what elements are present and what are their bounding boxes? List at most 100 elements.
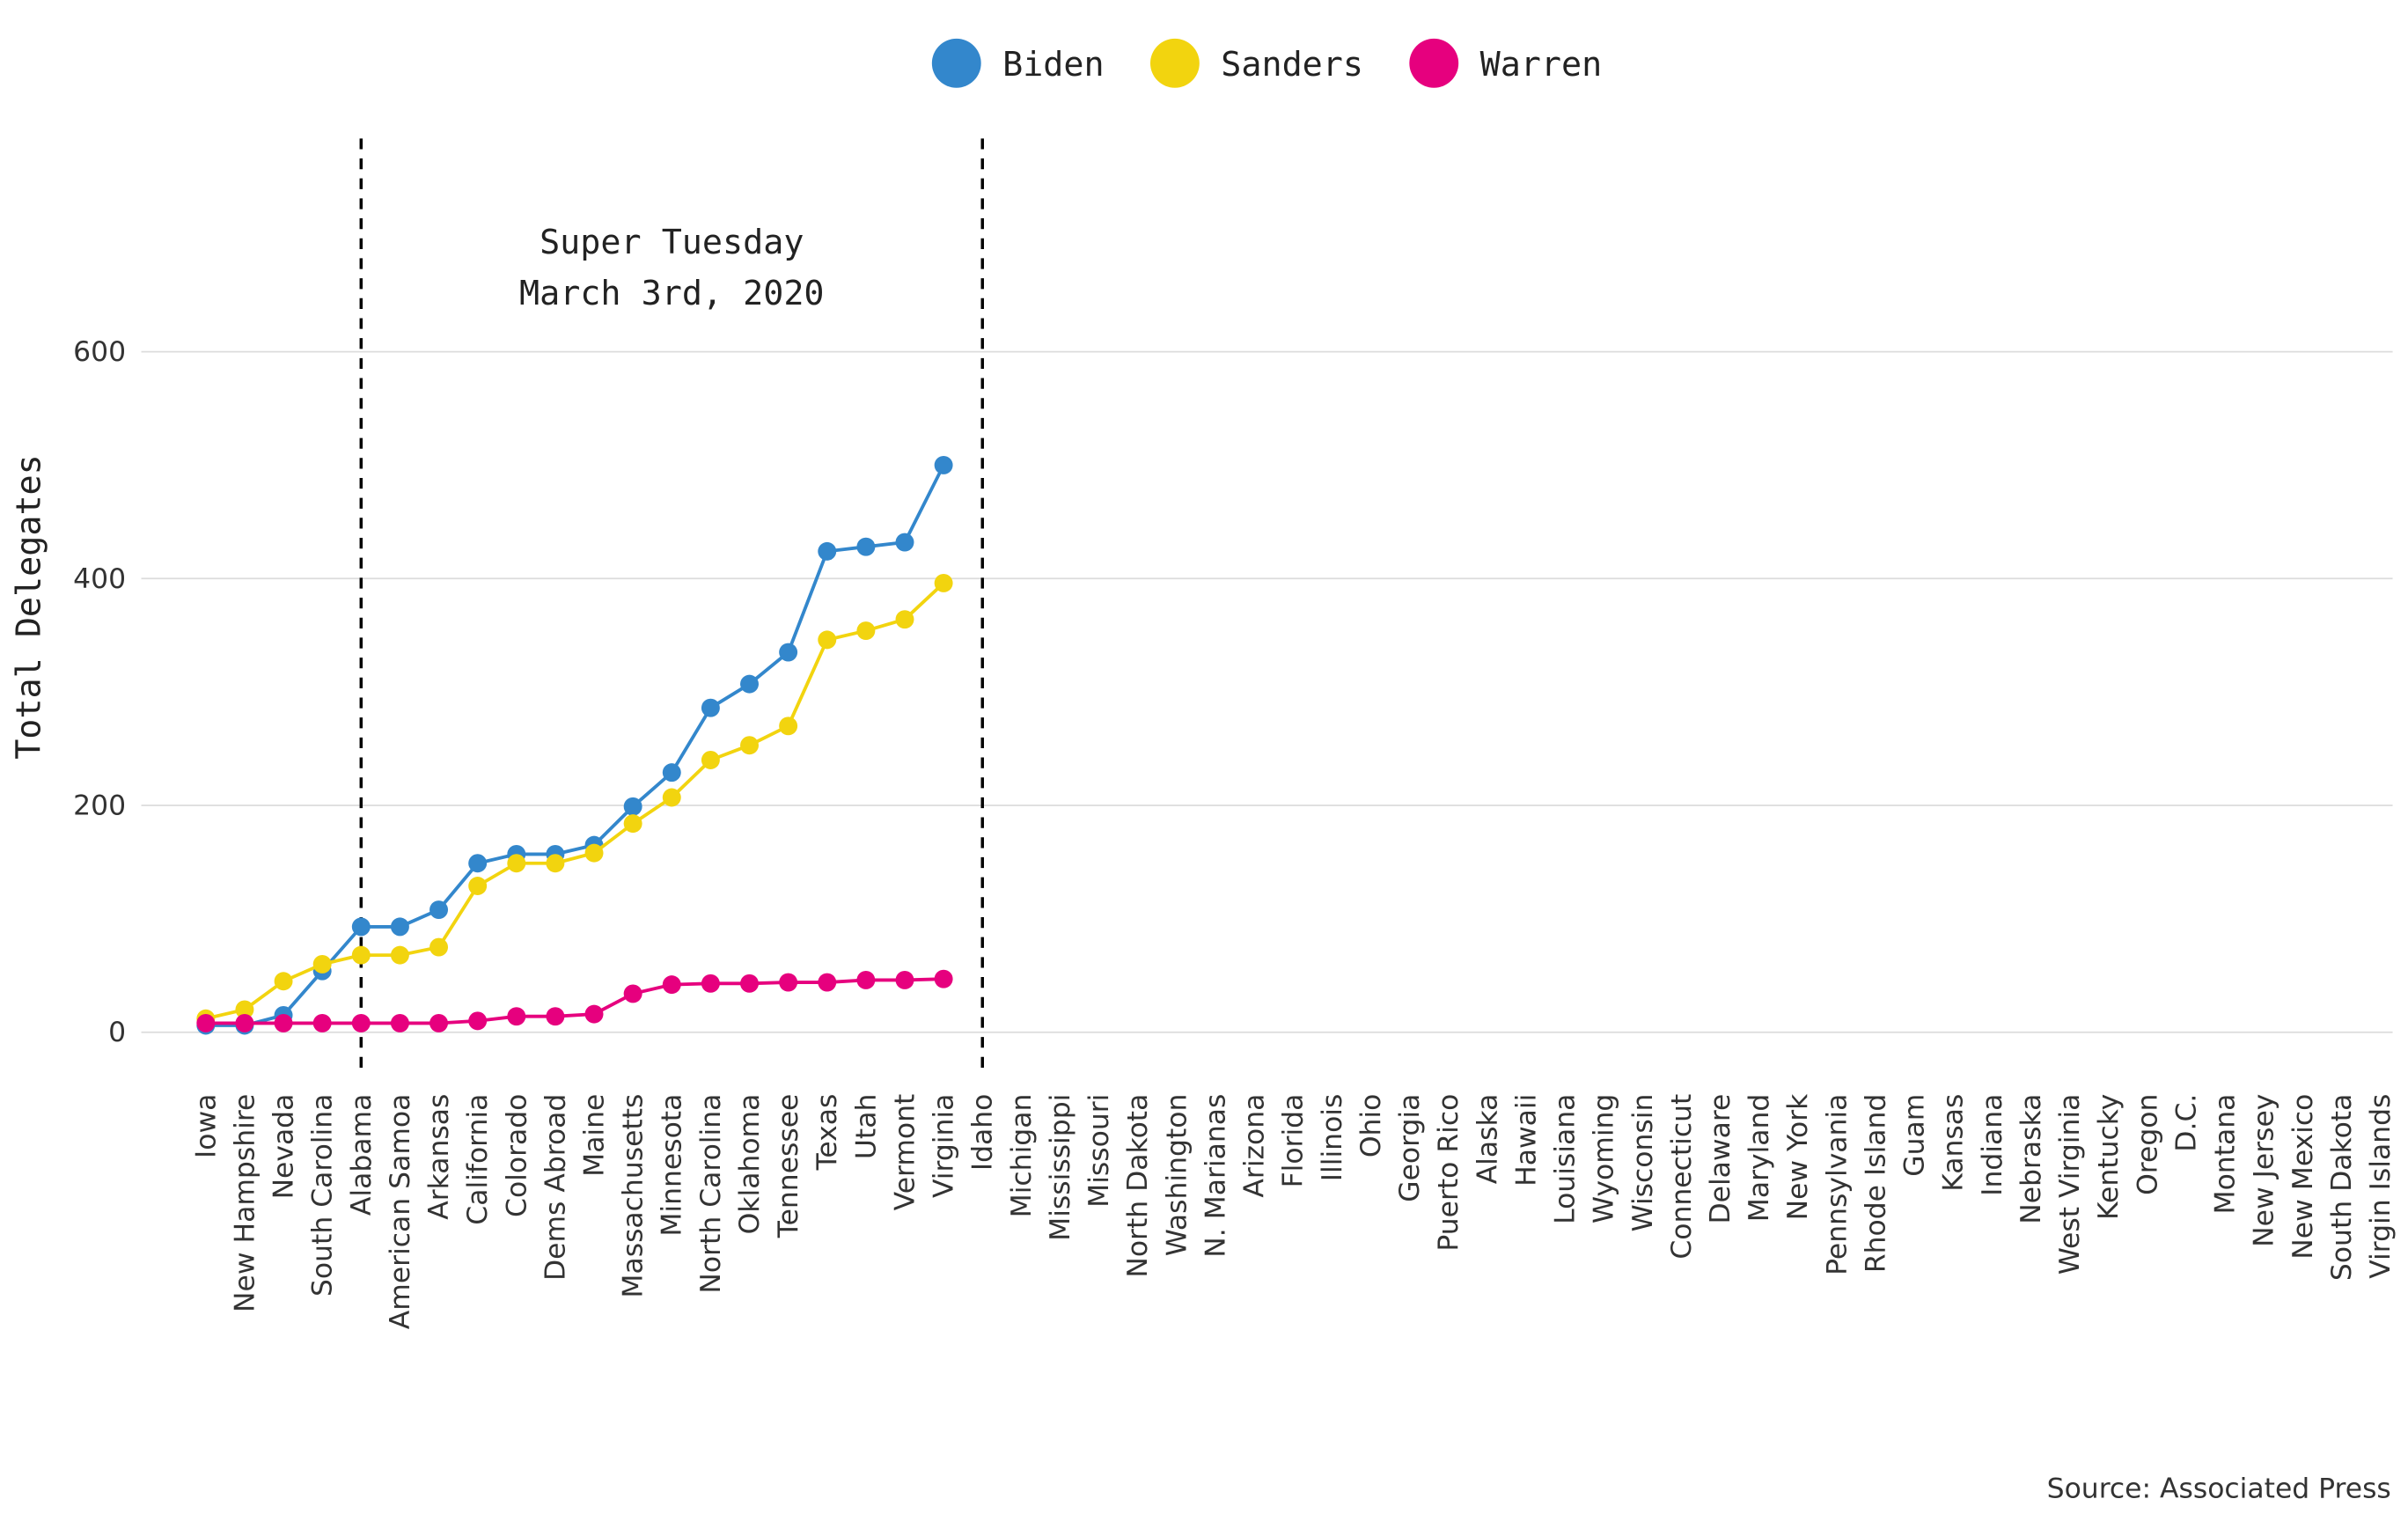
data-point [390,1013,409,1032]
data-point [351,945,371,965]
legend-label: Biden [1002,45,1105,84]
data-point [584,843,604,863]
data-point [390,945,409,965]
legend-label: Sanders [1221,45,1363,84]
x-tick-label: Nebraska [2015,1094,2047,1224]
data-point [351,917,371,937]
data-point [623,814,642,834]
data-point [818,973,837,992]
data-point [662,763,681,783]
x-tick-label: Connecticut [1666,1094,1698,1260]
data-point [934,455,953,474]
legend-swatch [1149,38,1200,88]
data-point [934,573,953,592]
data-point [429,1013,449,1032]
data-point [740,736,759,755]
data-point [312,954,332,974]
data-point [895,533,914,552]
y-tick-label: 600 [73,336,126,368]
data-point [740,674,759,694]
x-tick-label: Indiana [1977,1094,2008,1196]
x-tick-label: Tennessee [773,1094,804,1239]
data-point [468,877,488,895]
x-tick-label: North Carolina [695,1094,727,1294]
x-tick-label: New Mexico [2287,1094,2319,1260]
data-point [274,972,293,991]
data-point [779,973,798,992]
x-tick-label: Virginia [929,1094,960,1198]
data-point [779,716,798,736]
series-line [205,582,945,1021]
x-tick-label: Delaware [1705,1094,1736,1224]
data-point [701,698,720,717]
annotation: Super Tuesday [540,223,804,262]
x-tick-label: Georgia [1394,1094,1426,1202]
data-point [856,621,876,641]
x-tick-label: Puerto Rico [1433,1094,1465,1252]
data-point [818,630,837,650]
x-tick-label: South Dakota [2326,1094,2358,1281]
x-tick-label: Arkansas [423,1094,455,1220]
source: Source: Associated Press [2047,1473,2391,1505]
data-point [468,854,488,873]
data-point [312,1013,332,1032]
data-point [934,969,953,988]
legend-label: Warren [1480,45,1603,84]
x-tick-label: Oregon [2132,1094,2163,1195]
x-tick-label: Maryland [1744,1094,1775,1223]
x-tick-label: Oklahoma [734,1094,766,1235]
x-tick-label: Alaska [1472,1094,1503,1185]
data-point [895,970,914,989]
data-point [701,751,720,769]
data-point [546,854,565,873]
x-tick-label: Alabama [346,1094,378,1216]
x-tick-label: Rhode Island [1860,1094,1891,1274]
x-tick-label: North Dakota [1122,1094,1154,1278]
x-tick-label: Colorado [501,1094,532,1217]
x-tick-label: American Samoa [385,1094,416,1330]
x-tick-label: New Jersey [2249,1094,2280,1247]
data-point [390,917,409,937]
legend: Biden Sanders Warren [931,38,1603,88]
data-point [662,788,681,807]
x-tick-label: Pennsylvania [1821,1094,1853,1275]
y-tick-label: 400 [73,563,126,595]
x-tick-label: New Hampshire [229,1094,261,1312]
x-tick-label: Mississippi [1045,1094,1076,1241]
data-point [468,1011,488,1031]
annotation: March 3rd, 2020 [519,274,825,313]
legend-swatch [1409,38,1459,88]
x-tick-label: Kansas [1938,1094,1970,1192]
data-point [546,1007,565,1026]
data-point [584,1004,604,1024]
x-tick-label: Wyoming [1589,1094,1620,1223]
data-point [351,1013,371,1032]
x-tick-label: Michigan [1006,1094,1038,1218]
x-tick-label: New York [1782,1093,1814,1221]
x-tick-label: Montana [2210,1094,2242,1215]
data-point [507,1007,526,1026]
x-tick-label: California [462,1094,494,1225]
data-point [895,610,914,629]
data-point [818,541,837,561]
x-tick-label: Utah [850,1094,882,1159]
y-tick-label: 200 [73,790,126,821]
x-tick-label: N. Marianas [1200,1094,1231,1258]
x-tick-label: Guam [1899,1094,1931,1177]
x-tick-label: Vermont [889,1094,921,1211]
x-tick-label: Minnesota [657,1094,688,1237]
x-tick-label: Dems Abroad [540,1094,571,1281]
data-point [662,975,681,995]
x-tick-label: Illinois [1317,1094,1348,1182]
data-point [623,797,642,816]
x-tick-label: Texas [811,1094,843,1172]
data-point [856,537,876,556]
x-tick-label: Virgin Islands [2365,1094,2397,1279]
legend-swatch [931,38,981,88]
data-point [507,854,526,873]
x-tick-label: Idaho [967,1094,999,1172]
data-point [779,643,798,662]
data-point [740,974,759,993]
x-tick-label: West Virginia [2054,1094,2086,1275]
